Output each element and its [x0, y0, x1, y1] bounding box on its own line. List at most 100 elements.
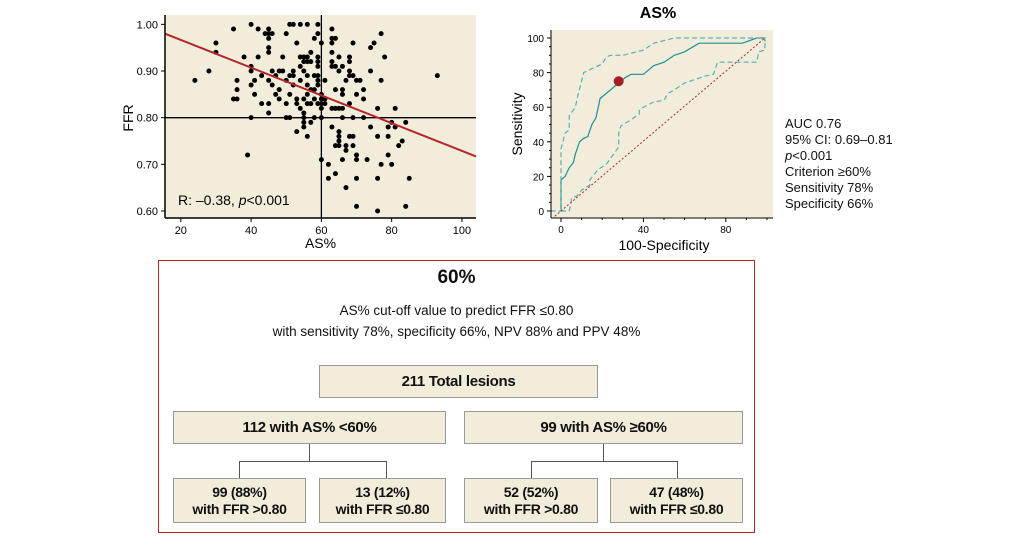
- data-point: [294, 96, 300, 102]
- connector: [239, 461, 240, 478]
- data-point: [350, 143, 356, 149]
- data-point: [308, 119, 314, 125]
- data-point: [354, 175, 360, 181]
- series-roc: [560, 37, 766, 211]
- auc-text: AUC 0.76: [785, 116, 842, 131]
- data-point: [259, 73, 265, 79]
- data-point: [287, 21, 293, 27]
- data-point: [315, 59, 321, 65]
- data-point: [234, 87, 240, 93]
- p-value-text: p<0.001: [785, 148, 833, 163]
- data-point: [301, 115, 307, 121]
- data-point: [350, 115, 356, 121]
- x-tick-label: 40: [638, 225, 650, 236]
- total-lesions-box: 211 Total lesions: [319, 365, 598, 398]
- data-point: [364, 157, 370, 163]
- y-tick-label: 0.90: [137, 66, 158, 78]
- data-point: [385, 124, 391, 130]
- data-point: [276, 68, 282, 74]
- data-point: [361, 115, 367, 121]
- data-point: [403, 119, 409, 125]
- data-point: [311, 115, 317, 121]
- roc-curve-plot: 0 20 40 60 80 100 0 40 80 100-Specificity Sensitiv…: [509, 5, 773, 253]
- data-point: [290, 21, 296, 27]
- data-point: [346, 59, 352, 65]
- data-point: [231, 96, 237, 102]
- specificity-text: Specificity 66%: [785, 196, 874, 211]
- data-point: [354, 157, 360, 163]
- data-point: [301, 119, 307, 125]
- data-point: [339, 157, 345, 163]
- data-point: [255, 26, 261, 32]
- data-point: [329, 59, 335, 65]
- data-point: [294, 40, 300, 46]
- data-point: [375, 133, 381, 139]
- data-point: [434, 73, 440, 79]
- series-95-ci-upper: [550, 37, 765, 212]
- data-point: [304, 101, 310, 107]
- data-point: [322, 77, 328, 83]
- data-point: [385, 152, 391, 158]
- data-point: [346, 133, 352, 139]
- data-point: [375, 105, 381, 111]
- data-point: [371, 40, 377, 46]
- data-point: [301, 59, 307, 65]
- connector: [531, 461, 677, 462]
- data-point: [339, 63, 345, 69]
- data-point: [325, 175, 331, 181]
- data-point: [322, 101, 328, 107]
- data-point: [315, 31, 321, 37]
- data-point: [294, 129, 300, 135]
- series-reference: [554, 37, 766, 217]
- data-point: [297, 21, 303, 27]
- series-95-ci-lower: [561, 38, 766, 212]
- data-point: [276, 96, 282, 102]
- data-point: [248, 68, 254, 74]
- data-point: [255, 54, 261, 60]
- data-point: [308, 59, 314, 65]
- data-point: [259, 101, 265, 107]
- data-point: [336, 105, 342, 111]
- scatter-plot: 1.00 0.90 0.80 0.70 0.60 20 40 60 80 100 AS% FFR R: …: [120, 15, 477, 251]
- data-point: [287, 115, 293, 121]
- sensitivity-text: Sensitivity 78%: [785, 180, 874, 195]
- data-point: [318, 101, 324, 107]
- data-point: [368, 124, 374, 130]
- ci-text: 95% CI: 0.69–0.81: [785, 132, 893, 147]
- leaf-box: 52 (52%) with FFR >0.80: [464, 478, 598, 523]
- connector: [386, 461, 387, 478]
- data-point: [234, 96, 240, 102]
- leaf-box: 47 (48%) with FFR ≤0.80: [610, 478, 743, 523]
- data-point: [346, 73, 352, 79]
- data-point: [304, 133, 310, 139]
- data-point: [375, 208, 381, 214]
- data-point: [336, 54, 342, 60]
- data-point: [350, 40, 356, 46]
- data-point: [283, 101, 289, 107]
- data-point: [252, 91, 258, 97]
- data-point: [315, 101, 321, 107]
- data-point: [339, 115, 345, 121]
- data-point: [311, 96, 317, 102]
- data-point: [354, 91, 360, 97]
- data-point: [287, 91, 293, 97]
- data-point: [318, 105, 324, 111]
- data-point: [343, 143, 349, 149]
- connector: [603, 444, 604, 461]
- data-point: [269, 31, 275, 37]
- data-point: [301, 124, 307, 130]
- data-point: [311, 73, 317, 79]
- data-point: [297, 63, 303, 69]
- data-point: [294, 101, 300, 107]
- data-point: [343, 77, 349, 83]
- x-tick-label: 20: [175, 225, 187, 237]
- data-point: [304, 82, 310, 88]
- data-point: [266, 49, 272, 55]
- connector: [309, 444, 310, 461]
- data-point: [357, 77, 363, 83]
- data-point: [329, 105, 335, 111]
- data-point: [213, 40, 219, 46]
- data-point: [389, 161, 395, 167]
- below-cutoff-box: 112 with AS% <60%: [173, 411, 446, 444]
